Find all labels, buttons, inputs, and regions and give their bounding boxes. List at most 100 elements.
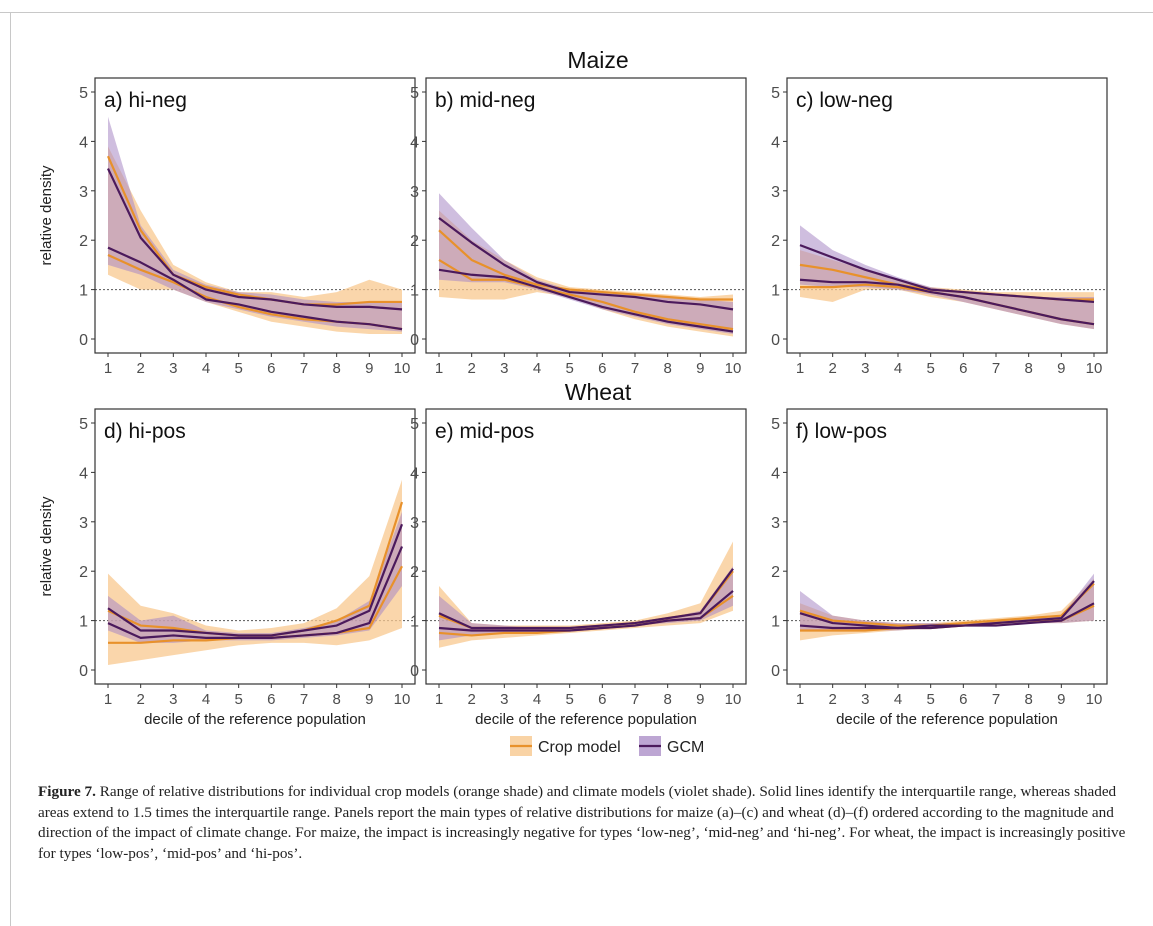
x-tick-label: 10 xyxy=(1086,360,1103,377)
x-tick-label: 7 xyxy=(300,360,308,377)
crop-model-band xyxy=(108,479,402,666)
x-tick-label: 8 xyxy=(332,360,340,377)
y-tick-label: 0 xyxy=(79,663,88,680)
y-tick-label: 2 xyxy=(79,564,88,581)
y-tick-label: 5 xyxy=(410,85,419,102)
gcm-band xyxy=(800,225,1094,330)
legend-item-gcm: GCM xyxy=(639,736,704,756)
y-tick-label: 2 xyxy=(410,233,419,250)
x-tick-label: 3 xyxy=(861,691,869,708)
y-tick-label: 5 xyxy=(79,416,88,433)
gcm-q-high-line xyxy=(438,217,734,311)
panel-frame xyxy=(94,408,416,685)
x-tick-label: 4 xyxy=(894,691,902,708)
y-tick-label: 2 xyxy=(79,233,88,250)
x-tick-label: 2 xyxy=(136,360,144,377)
panel-frame xyxy=(786,408,1108,685)
page-left-rule xyxy=(10,12,11,926)
x-tick-label: 5 xyxy=(234,360,242,377)
panel-label: d) hi-pos xyxy=(104,420,186,443)
y-tick-label: 0 xyxy=(410,332,419,349)
gcm-q-high-line xyxy=(107,168,403,311)
x-tick-label: 9 xyxy=(1057,360,1065,377)
gcm-q-high-line xyxy=(799,580,1095,630)
x-tick-label: 7 xyxy=(631,691,639,708)
gcm-q-low-line xyxy=(107,246,403,331)
legend-label: GCM xyxy=(667,739,704,756)
crop-model-q-high-line xyxy=(106,155,402,306)
x-tick-label: 4 xyxy=(533,360,541,377)
legend: Crop model GCM xyxy=(510,736,704,756)
x-tick-label: 3 xyxy=(861,360,869,377)
x-tick-label: 3 xyxy=(500,691,508,708)
x-axis-label: decile of the reference population xyxy=(144,711,366,728)
gcm-q-low-line xyxy=(438,268,734,333)
x-tick-label: 7 xyxy=(300,691,308,708)
y-tick-label: 1 xyxy=(410,614,419,631)
y-tick-label: 1 xyxy=(771,283,780,300)
x-axis-label: decile of the reference population xyxy=(836,711,1058,728)
y-tick-label: 1 xyxy=(771,614,780,631)
y-tick-label: 0 xyxy=(410,663,419,680)
x-tick-label: 10 xyxy=(725,360,742,377)
x-tick-label: 6 xyxy=(959,360,967,377)
y-tick-label: 5 xyxy=(79,85,88,102)
x-tick-label: 6 xyxy=(267,691,275,708)
figure-caption: Figure 7. Range of relative distribution… xyxy=(38,782,1128,864)
x-tick-label: 1 xyxy=(796,691,804,708)
y-tick-label: 1 xyxy=(410,283,419,300)
y-tick-label: 1 xyxy=(79,614,88,631)
x-tick-label: 2 xyxy=(467,360,475,377)
panel-frame xyxy=(786,77,1108,354)
panel-label: b) mid-neg xyxy=(435,89,535,112)
gcm-band xyxy=(800,573,1094,631)
x-tick-label: 6 xyxy=(598,360,606,377)
x-tick-label: 9 xyxy=(1057,691,1065,708)
x-tick-label: 8 xyxy=(663,360,671,377)
gcm-q-low-line xyxy=(107,546,404,639)
gcm-q-high-line xyxy=(107,523,404,637)
x-tick-label: 8 xyxy=(332,691,340,708)
y-tick-label: 2 xyxy=(771,564,780,581)
x-tick-label: 4 xyxy=(202,360,210,377)
x-tick-label: 3 xyxy=(500,360,508,377)
x-axis-label: decile of the reference population xyxy=(475,711,697,728)
row-titles-layer: Maize Wheat xyxy=(565,47,632,405)
crop-model-q-low-line xyxy=(438,259,734,331)
y-tick-label: 5 xyxy=(410,416,419,433)
gcm-q-high-line xyxy=(799,244,1095,304)
x-tick-label: 3 xyxy=(169,360,177,377)
x-tick-label: 7 xyxy=(992,360,1000,377)
x-tick-label: 6 xyxy=(598,691,606,708)
y-tick-label: 3 xyxy=(771,184,780,201)
panel-label: f) low-pos xyxy=(796,420,887,443)
panel-frame xyxy=(94,77,416,354)
legend-item-crop-model: Crop model xyxy=(510,736,621,756)
x-tick-label: 5 xyxy=(565,691,573,708)
y-axis-label: relative density xyxy=(38,165,55,266)
x-tick-label: 10 xyxy=(394,691,411,708)
y-tick-label: 2 xyxy=(410,564,419,581)
panel-label: a) hi-neg xyxy=(104,89,187,112)
gcm-band xyxy=(439,193,733,335)
y-tick-label: 4 xyxy=(79,134,88,151)
x-tick-label: 1 xyxy=(796,360,804,377)
x-tick-label: 6 xyxy=(267,360,275,377)
gcm-q-low-line xyxy=(438,590,734,632)
y-tick-label: 0 xyxy=(79,332,88,349)
x-tick-label: 1 xyxy=(104,691,112,708)
y-tick-label: 3 xyxy=(771,515,780,532)
y-tick-label: 4 xyxy=(771,134,780,151)
x-tick-label: 9 xyxy=(696,360,704,377)
y-tick-label: 3 xyxy=(79,184,88,201)
y-tick-label: 3 xyxy=(410,515,419,532)
y-tick-label: 4 xyxy=(79,465,88,482)
y-tick-label: 2 xyxy=(771,233,780,250)
x-tick-label: 6 xyxy=(959,691,967,708)
